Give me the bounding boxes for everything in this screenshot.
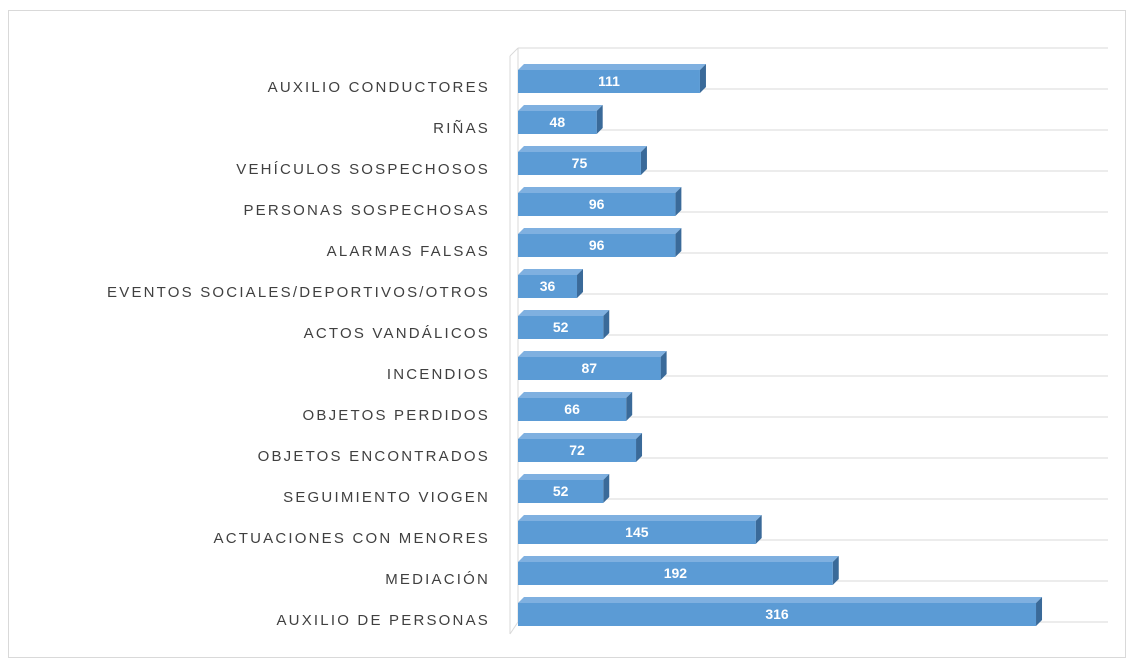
bar — [518, 64, 706, 93]
bar — [518, 269, 584, 298]
bar-side — [626, 392, 633, 421]
bar-side — [675, 187, 682, 216]
bar-side — [832, 556, 839, 585]
bar-side — [596, 105, 603, 134]
value-label: 87 — [582, 360, 598, 376]
value-label: 316 — [765, 606, 789, 622]
bar-side — [577, 269, 584, 298]
bar-front — [518, 562, 833, 585]
wall-line — [509, 47, 519, 57]
bar-front — [518, 316, 604, 339]
bar-side — [1036, 597, 1043, 626]
bar — [518, 105, 603, 134]
bar-front — [518, 234, 676, 257]
bar-front — [518, 152, 641, 175]
y-tick-label: OBJETOS PERDIDOS — [303, 407, 490, 424]
bar-front — [518, 70, 700, 93]
bar-top — [518, 310, 610, 316]
y-tick-label: EVENTOS SOCIALES/DEPORTIVOS/OTROS — [107, 284, 490, 301]
y-tick-label: AUXILIO DE PERSONAS — [276, 612, 490, 629]
y-tick-label: RIÑAS — [433, 120, 490, 137]
bar-front — [518, 603, 1037, 626]
bar-side — [660, 351, 667, 380]
y-tick-label: MEDIACIÓN — [385, 571, 490, 588]
bar-side — [603, 474, 610, 503]
bar-top — [518, 269, 584, 275]
y-tick-label: AUXILIO CONDUCTORES — [268, 79, 490, 96]
y-tick-label: ALARMAS FALSAS — [327, 243, 490, 260]
bar-front — [518, 398, 627, 421]
bar-front — [518, 275, 578, 298]
value-label: 96 — [589, 196, 605, 212]
bar-side — [755, 515, 762, 544]
bar-top — [518, 515, 762, 521]
y-tick-label: PERSONAS SOSPECHOSAS — [243, 202, 490, 219]
bar-top — [518, 597, 1043, 603]
bar — [518, 310, 610, 339]
bar-top — [518, 187, 682, 193]
bar — [518, 515, 762, 544]
value-label: 192 — [664, 565, 688, 581]
bar — [518, 433, 643, 462]
bar-front — [518, 111, 597, 134]
bar-top — [518, 351, 667, 357]
bar-front — [518, 480, 604, 503]
bar-top — [518, 392, 633, 398]
bar — [518, 597, 1043, 626]
y-tick-label: SEGUIMIENTO VIOGEN — [283, 489, 490, 506]
bar-side — [675, 228, 682, 257]
bar-side — [699, 64, 706, 93]
value-label: 66 — [564, 401, 580, 417]
bar — [518, 351, 667, 380]
bar-top — [518, 474, 610, 480]
bar-top — [518, 146, 647, 152]
bar-front — [518, 357, 661, 380]
bar — [518, 556, 839, 585]
y-tick-label: ACTOS VANDÁLICOS — [304, 325, 490, 342]
bar-top — [518, 433, 643, 439]
value-label: 48 — [550, 114, 566, 130]
bar-top — [518, 556, 839, 562]
value-label: 111 — [598, 73, 620, 89]
bar-top — [518, 105, 603, 111]
bar-front — [518, 193, 676, 216]
bar-top — [518, 64, 706, 70]
y-tick-label: VEHÍCULOS SOSPECHOSOS — [236, 161, 490, 178]
value-label: 75 — [572, 155, 588, 171]
bar-side — [603, 310, 610, 339]
y-tick-label: ACTUACIONES CON MENORES — [214, 530, 490, 547]
y-tick-label: OBJETOS ENCONTRADOS — [258, 448, 490, 465]
bar — [518, 392, 633, 421]
value-label: 52 — [553, 483, 569, 499]
value-label: 72 — [569, 442, 585, 458]
bar-front — [518, 439, 637, 462]
bar-side — [640, 146, 647, 175]
y-tick-label: INCENDIOS — [387, 366, 490, 383]
wall-line — [509, 621, 519, 635]
value-label: 145 — [625, 524, 649, 540]
value-label: 36 — [540, 278, 556, 294]
value-label: 96 — [589, 237, 605, 253]
bar — [518, 228, 682, 257]
value-label: 52 — [553, 319, 569, 335]
bar-side — [636, 433, 643, 462]
bar — [518, 146, 647, 175]
bar-front — [518, 521, 756, 544]
bar-top — [518, 228, 682, 234]
bar — [518, 187, 682, 216]
bar — [518, 474, 610, 503]
